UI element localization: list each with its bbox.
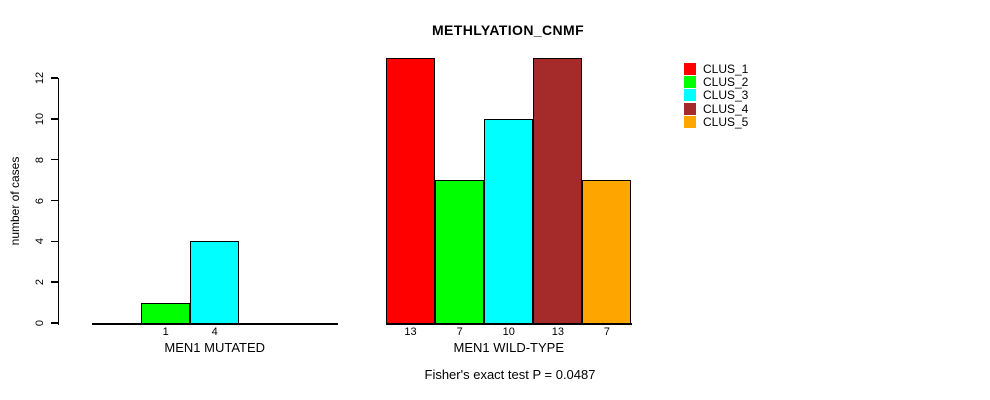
legend-item-clus_5: CLUS_5 [684, 114, 749, 129]
y-axis-tick [50, 281, 58, 283]
legend-item-clus_3: CLUS_3 [684, 88, 749, 103]
fisher-test-annotation: Fisher's exact test P = 0.0487 [424, 367, 596, 382]
legend-item-clus_1: CLUS_1 [684, 63, 748, 75]
bar-value-label: 10 [502, 326, 515, 338]
y-axis-tick [50, 240, 58, 243]
y-axis-tick [50, 199, 58, 202]
bar-clus_4 [533, 57, 583, 325]
y-axis-tick [50, 118, 58, 120]
legend-swatch-icon [684, 89, 696, 102]
y-tick-label: 12 [34, 71, 46, 85]
legend-item-clus_4: CLUS_4 [684, 101, 749, 116]
legend-item-clus_2: CLUS_2 [684, 75, 749, 90]
legend-label: CLUS_3 [703, 88, 749, 103]
legend-swatch-icon [684, 63, 696, 75]
y-axis-tick [50, 77, 58, 79]
group-label: MEN1 MUTATED [164, 340, 266, 355]
y-tick-label: 6 [34, 197, 46, 204]
bar-value-label: 7 [603, 326, 610, 338]
chart-title: METHLYATION_CNMF [431, 22, 585, 38]
legend: CLUS_1 CLUS_2 CLUS_3 CLUS_4 CLUS_5 [684, 63, 748, 128]
bar-value-label: 13 [551, 326, 564, 338]
y-tick-label: 4 [34, 238, 46, 245]
y-tick-label: 8 [34, 156, 46, 163]
y-axis-tick [50, 158, 58, 161]
y-tick-label: 10 [34, 112, 46, 125]
legend-label: CLUS_4 [703, 101, 749, 116]
bar-clus_3 [484, 118, 534, 325]
legend-label: CLUS_2 [703, 75, 749, 90]
bar-clus_1 [386, 57, 436, 325]
y-axis-title: number of cases [8, 156, 22, 245]
legend-swatch-icon [684, 115, 696, 128]
y-axis-line [57, 78, 59, 325]
bar-clus_2 [141, 302, 191, 325]
bar-value-label: 4 [211, 326, 218, 338]
legend-label: CLUS_5 [703, 114, 749, 129]
bar-clus_5 [582, 180, 632, 325]
y-tick-label: 0 [34, 319, 46, 327]
group-label: MEN1 WILD-TYPE [453, 340, 564, 355]
legend-swatch-icon [684, 102, 696, 115]
bar-value-label: 1 [162, 326, 169, 338]
bar-clus_3 [190, 241, 240, 325]
y-axis-tick [50, 322, 58, 324]
bar-clus_2 [435, 180, 485, 325]
y-tick-label: 2 [34, 279, 46, 286]
legend-swatch-icon [684, 76, 696, 89]
legend-label: CLUS_1 [703, 62, 749, 76]
bar-value-label: 7 [456, 326, 463, 338]
bar-value-label: 13 [404, 326, 417, 338]
